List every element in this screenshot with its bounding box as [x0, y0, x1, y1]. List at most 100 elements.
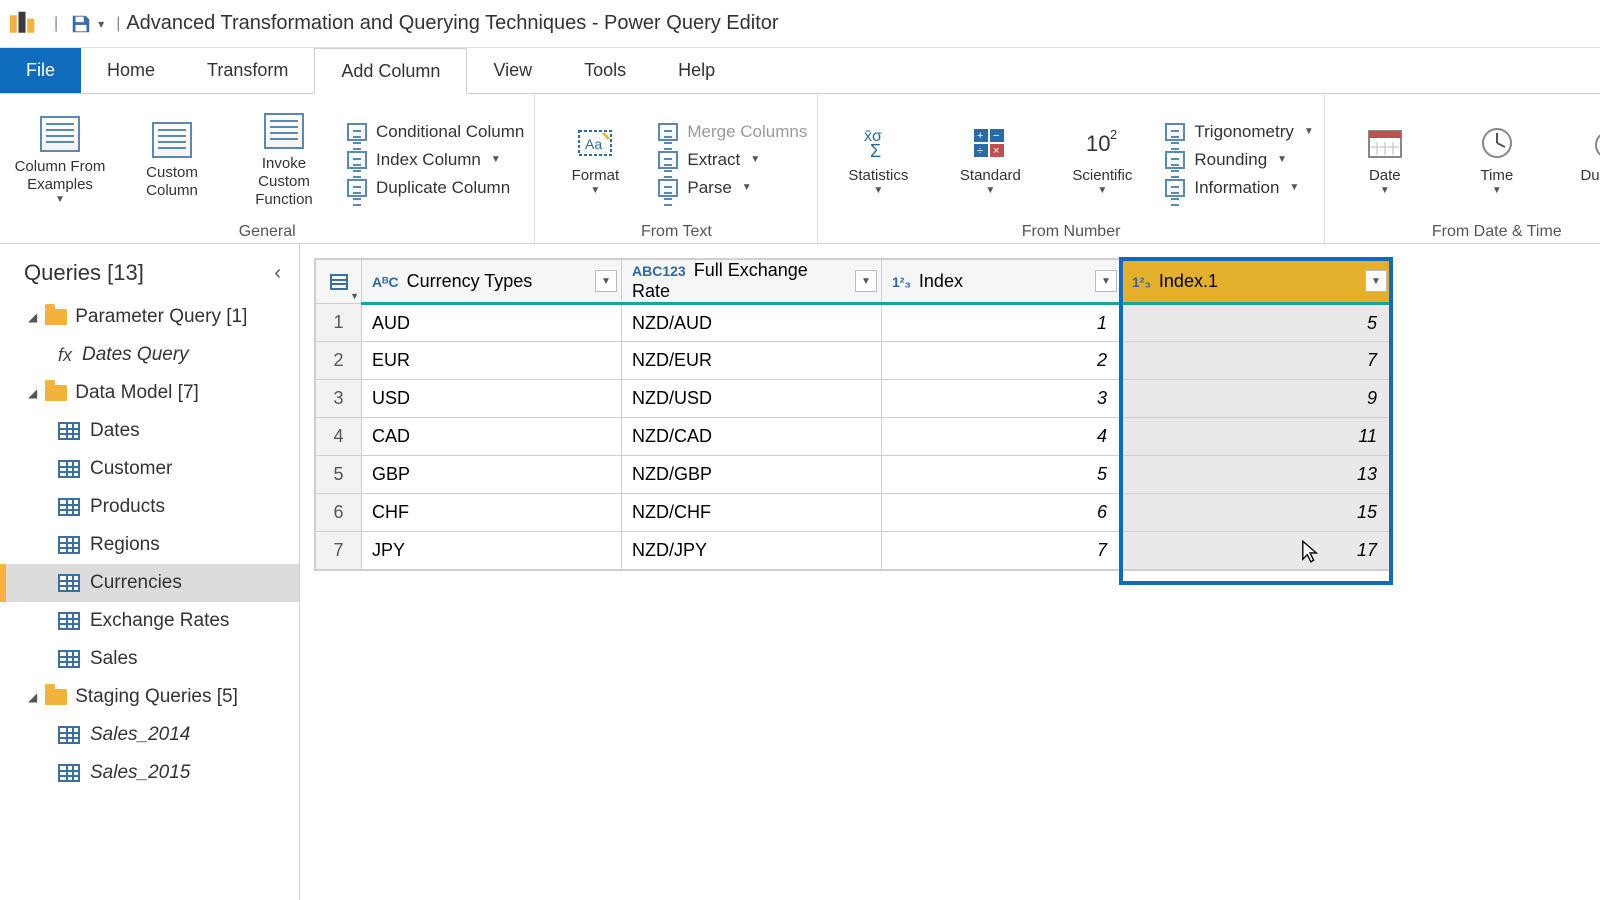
query-item-currencies[interactable]: Currencies: [0, 564, 299, 602]
column-filter-button[interactable]: ▼: [595, 270, 617, 292]
cell[interactable]: AUD: [362, 304, 622, 342]
cell[interactable]: 2: [882, 342, 1122, 380]
dropdown-caret-icon: ▼: [590, 185, 600, 196]
tab-help[interactable]: Help: [652, 48, 741, 93]
standard-button[interactable]: +−÷×Standard▼: [940, 123, 1040, 196]
cell[interactable]: 6: [882, 494, 1122, 532]
column-filter-button[interactable]: ▼: [855, 270, 877, 292]
table-row[interactable]: 2EURNZD/EUR27: [316, 342, 1392, 380]
cell[interactable]: USD: [362, 380, 622, 418]
column-header-index[interactable]: 1²₃Index▼: [882, 260, 1122, 304]
table-corner-button[interactable]: ▼: [316, 260, 362, 304]
query-item-customer[interactable]: Customer: [0, 450, 299, 488]
table-row[interactable]: 5GBPNZD/GBP513: [316, 456, 1392, 494]
window-title: Advanced Transformation and Querying Tec…: [126, 12, 778, 35]
time-button[interactable]: Time▼: [1447, 123, 1547, 196]
conditional-column-button[interactable]: Conditional Column: [346, 122, 524, 142]
row-number[interactable]: 1: [316, 304, 362, 342]
date-button[interactable]: Date▼: [1335, 123, 1435, 196]
row-number[interactable]: 5: [316, 456, 362, 494]
row-number[interactable]: 7: [316, 532, 362, 570]
cell[interactable]: 5: [882, 456, 1122, 494]
query-group[interactable]: ◢Staging Queries [5]: [0, 678, 299, 716]
tab-transform[interactable]: Transform: [181, 48, 314, 93]
tab-tools[interactable]: Tools: [558, 48, 652, 93]
query-item-products[interactable]: Products: [0, 488, 299, 526]
cell[interactable]: 13: [1122, 456, 1392, 494]
cell[interactable]: 9: [1122, 380, 1392, 418]
qat-dropdown-icon[interactable]: ▾: [98, 17, 104, 31]
column-from-examples-button[interactable]: Column From Examples▼: [10, 114, 110, 205]
row-number[interactable]: 4: [316, 418, 362, 456]
table-row[interactable]: 4CADNZD/CAD411: [316, 418, 1392, 456]
statistics-icon: x̄σΣ: [856, 123, 900, 163]
query-item-sales[interactable]: Sales: [0, 640, 299, 678]
column-header-index-1[interactable]: 1²₃Index.1▼: [1122, 260, 1392, 304]
parse-button[interactable]: Parse▼: [657, 178, 807, 198]
query-item-sales-2014[interactable]: Sales_2014: [0, 716, 299, 754]
column-filter-button[interactable]: ▼: [1095, 270, 1117, 292]
cell[interactable]: NZD/CHF: [622, 494, 882, 532]
cell[interactable]: NZD/EUR: [622, 342, 882, 380]
invoke-custom-function-button[interactable]: Invoke Custom Function: [234, 111, 334, 209]
custom-column-button[interactable]: Custom Column: [122, 120, 222, 200]
ribbon-body: Column From Examples▼Custom ColumnInvoke…: [0, 94, 1600, 244]
cell[interactable]: 5: [1122, 304, 1392, 342]
save-icon[interactable]: [70, 13, 92, 35]
cell[interactable]: 1: [882, 304, 1122, 342]
tab-home[interactable]: Home: [81, 48, 181, 93]
cell[interactable]: GBP: [362, 456, 622, 494]
cell[interactable]: CAD: [362, 418, 622, 456]
column-filter-button[interactable]: ▼: [1365, 270, 1387, 292]
datatype-icon[interactable]: 1²₃: [892, 274, 911, 290]
table-row[interactable]: 3USDNZD/USD39: [316, 380, 1392, 418]
duration-button[interactable]: Duration▼: [1559, 123, 1600, 196]
column-header-full-exchange-rate[interactable]: ABC123Full Exchange Rate▼: [622, 260, 882, 304]
cell[interactable]: JPY: [362, 532, 622, 570]
row-number[interactable]: 3: [316, 380, 362, 418]
datatype-icon[interactable]: ABC123: [632, 263, 686, 279]
cell[interactable]: 11: [1122, 418, 1392, 456]
cell[interactable]: 17: [1122, 532, 1392, 570]
cell[interactable]: NZD/JPY: [622, 532, 882, 570]
statistics-button[interactable]: x̄σΣStatistics▼: [828, 123, 928, 196]
table-row[interactable]: 1AUDNZD/AUD15: [316, 304, 1392, 342]
query-item-sales-2015[interactable]: Sales_2015: [0, 754, 299, 792]
trigonometry-button[interactable]: Trigonometry▼: [1164, 122, 1313, 142]
cell[interactable]: NZD/USD: [622, 380, 882, 418]
cell[interactable]: EUR: [362, 342, 622, 380]
query-item-dates-query[interactable]: fxDates Query: [0, 336, 299, 374]
row-number[interactable]: 6: [316, 494, 362, 532]
cell[interactable]: 15: [1122, 494, 1392, 532]
query-group[interactable]: ◢Data Model [7]: [0, 374, 299, 412]
scientific-button[interactable]: 102Scientific▼: [1052, 123, 1152, 196]
query-item-regions[interactable]: Regions: [0, 526, 299, 564]
extract-button[interactable]: Extract▼: [657, 150, 807, 170]
collapse-queries-icon[interactable]: ‹: [274, 262, 281, 285]
rounding-button[interactable]: Rounding▼: [1164, 150, 1313, 170]
cell[interactable]: 7: [1122, 342, 1392, 380]
information-button[interactable]: Information▼: [1164, 178, 1313, 198]
cell[interactable]: NZD/CAD: [622, 418, 882, 456]
row-number[interactable]: 2: [316, 342, 362, 380]
cell[interactable]: NZD/AUD: [622, 304, 882, 342]
format-button[interactable]: AaFormat▼: [545, 123, 645, 196]
cell[interactable]: 3: [882, 380, 1122, 418]
cell[interactable]: CHF: [362, 494, 622, 532]
query-group[interactable]: ◢Parameter Query [1]: [0, 298, 299, 336]
tab-view[interactable]: View: [467, 48, 558, 93]
datatype-icon[interactable]: AᴮC: [372, 274, 399, 290]
tab-add-column[interactable]: Add Column: [314, 48, 467, 94]
query-item-dates[interactable]: Dates: [0, 412, 299, 450]
table-row[interactable]: 6CHFNZD/CHF615: [316, 494, 1392, 532]
duplicate-column-button[interactable]: Duplicate Column: [346, 178, 524, 198]
index-column-button[interactable]: Index Column▼: [346, 150, 524, 170]
query-item-exchange-rates[interactable]: Exchange Rates: [0, 602, 299, 640]
column-header-currency-types[interactable]: AᴮCCurrency Types▼: [362, 260, 622, 304]
tab-file[interactable]: File: [0, 48, 81, 93]
datatype-icon[interactable]: 1²₃: [1132, 274, 1151, 290]
cell[interactable]: 7: [882, 532, 1122, 570]
table-row[interactable]: 7JPYNZD/JPY717: [316, 532, 1392, 570]
cell[interactable]: NZD/GBP: [622, 456, 882, 494]
cell[interactable]: 4: [882, 418, 1122, 456]
